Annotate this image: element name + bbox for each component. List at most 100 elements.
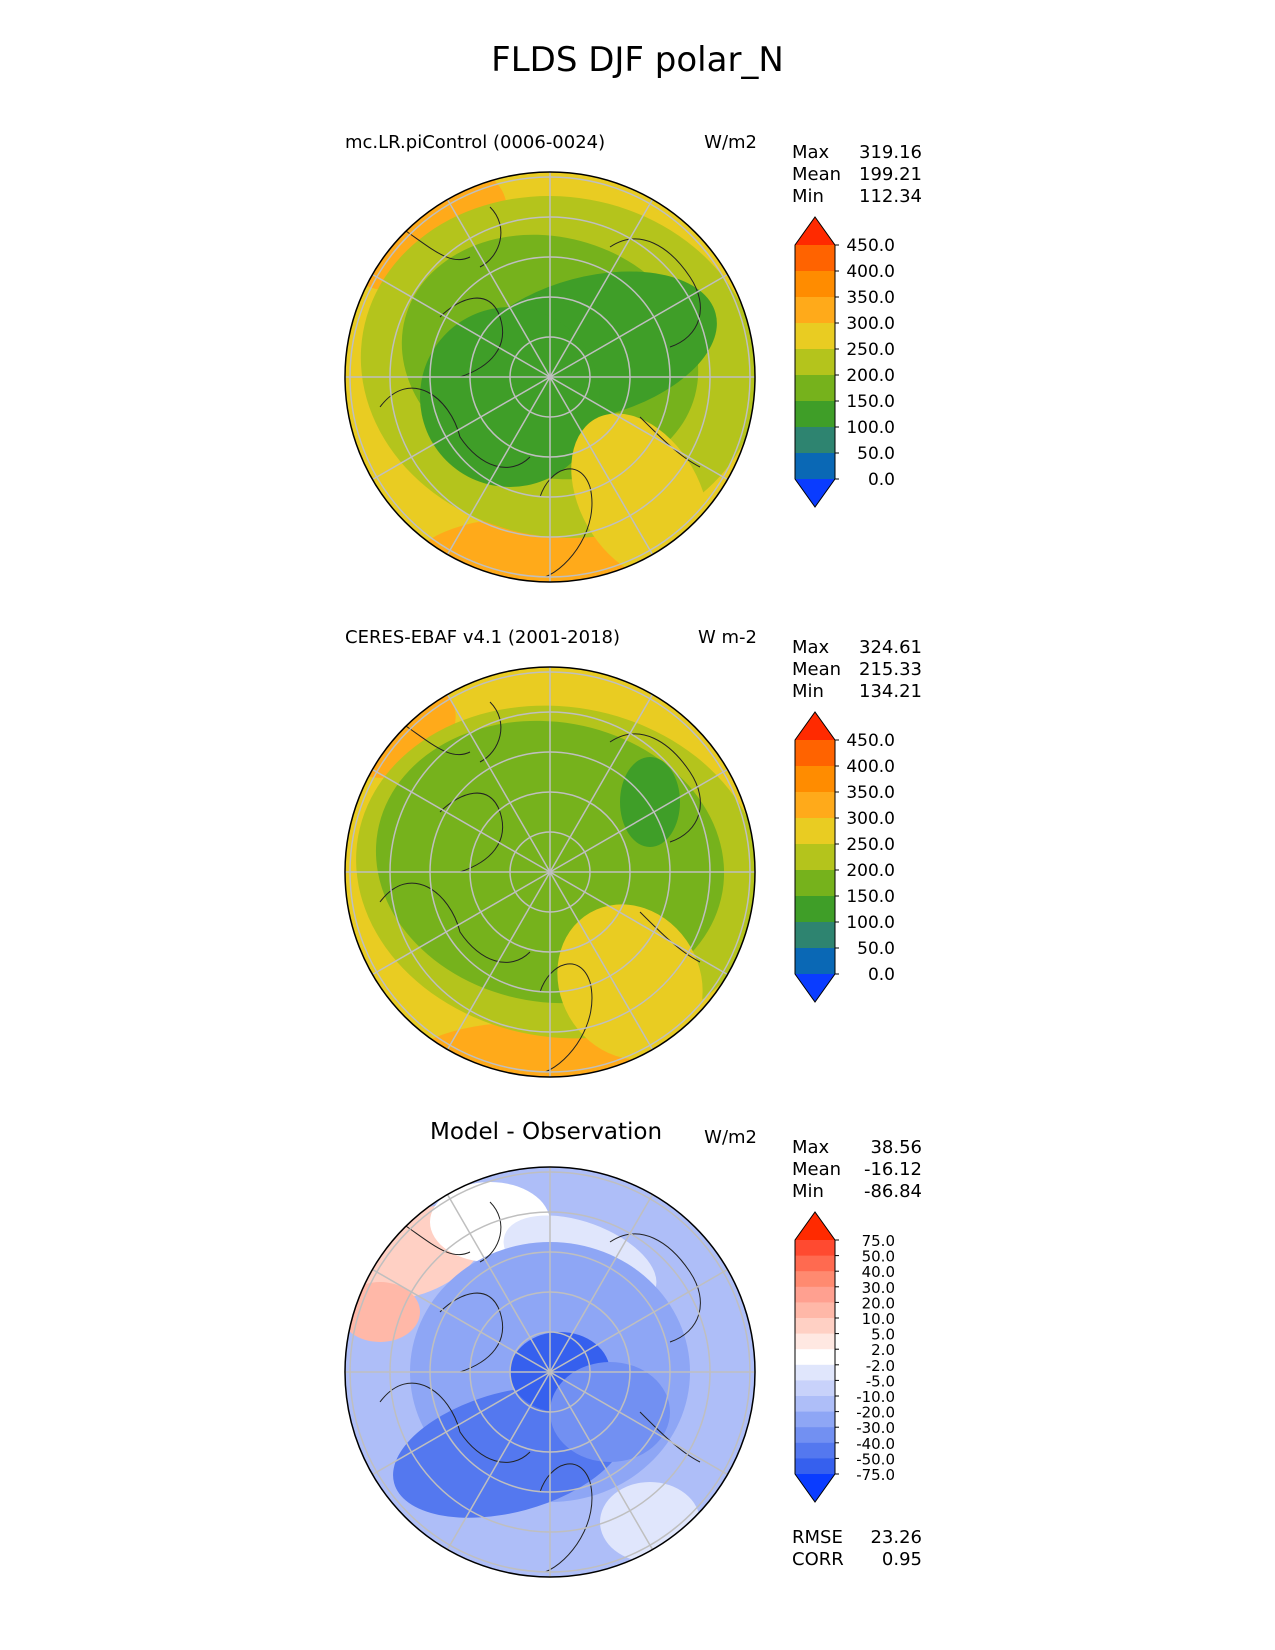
coastline bbox=[379, 882, 531, 963]
colorbar-tick-label: 450.0 bbox=[846, 236, 895, 256]
colorbar-segment bbox=[795, 1396, 835, 1413]
colorbar-tick-label: 200.0 bbox=[846, 861, 895, 881]
colorbar-tick-label: 350.0 bbox=[846, 288, 895, 308]
field-region bbox=[410, 1022, 650, 1077]
coastline bbox=[439, 1292, 504, 1373]
colorbar-segment bbox=[795, 818, 835, 845]
meridian-line bbox=[372, 768, 551, 873]
meridian-line bbox=[372, 376, 551, 481]
colorbar-segment bbox=[795, 297, 835, 324]
colorbar-tick-label: -75.0 bbox=[856, 1466, 895, 1484]
colorbar-segment bbox=[795, 766, 835, 793]
stat-label: RMSE bbox=[792, 1527, 843, 1548]
score-stats: RMSE 23.26 CORR 0.95 bbox=[792, 1527, 922, 1571]
stat-label: Max bbox=[792, 1137, 830, 1158]
coastline bbox=[609, 238, 701, 348]
colorbar-segment bbox=[795, 1240, 835, 1257]
meridian-line bbox=[549, 871, 654, 1050]
colorbar-tick-label: -50.0 bbox=[856, 1450, 895, 1468]
figure-title: FLDS DJF polar_N bbox=[491, 40, 784, 80]
panel-observation: CERES-EBAF v4.1 (2001-2018) W m-2 Max 324… bbox=[0, 627, 1275, 1097]
stat-label: Mean bbox=[792, 1159, 842, 1180]
coastline bbox=[539, 963, 593, 1073]
colorbar-tick-label: -2.0 bbox=[866, 1357, 895, 1375]
panel-title: CERES-EBAF v4.1 (2001-2018) bbox=[345, 627, 621, 648]
colorbar-segment bbox=[795, 271, 835, 298]
meridian-line bbox=[446, 376, 551, 555]
colorbar-tick-label: -10.0 bbox=[856, 1388, 895, 1406]
colorbar: 75.050.040.030.020.010.05.02.0-2.0-5.0-1… bbox=[794, 1211, 895, 1503]
panel-units: W/m2 bbox=[704, 132, 757, 153]
meridian-line bbox=[372, 1371, 551, 1476]
colorbar-segment bbox=[795, 245, 835, 272]
field-region bbox=[420, 307, 600, 487]
meridian-line bbox=[549, 1371, 654, 1550]
colorbar-segment bbox=[795, 948, 835, 975]
meridian-line bbox=[446, 199, 551, 378]
meridian-line bbox=[549, 768, 728, 873]
meridian-line bbox=[549, 376, 728, 481]
colorbar-tick-label: 200.0 bbox=[846, 366, 895, 386]
colorbar-tick-label: 400.0 bbox=[846, 262, 895, 282]
colorbar-segment bbox=[795, 896, 835, 923]
colorbar-tick-label: 50.0 bbox=[857, 939, 895, 959]
coastline bbox=[439, 297, 504, 378]
stat-label: CORR bbox=[792, 1549, 844, 1570]
colorbar-segment bbox=[795, 1364, 835, 1381]
meridian-line bbox=[372, 871, 551, 976]
coastline bbox=[539, 468, 593, 578]
colorbar-segment bbox=[795, 922, 835, 949]
colorbar-segment bbox=[795, 870, 835, 897]
stat-value: 215.33 bbox=[859, 659, 922, 680]
stat-value: -16.12 bbox=[863, 1159, 922, 1180]
colorbar-tick-label: 150.0 bbox=[846, 887, 895, 907]
colorbar-tick-label: 30.0 bbox=[862, 1279, 895, 1297]
field-region bbox=[557, 904, 703, 1060]
colorbar-segment bbox=[795, 1302, 835, 1319]
field-region bbox=[550, 1362, 670, 1462]
stat-value: 319.16 bbox=[859, 142, 922, 163]
colorbar-tick-label: 40.0 bbox=[862, 1263, 895, 1281]
meridian-line bbox=[549, 273, 728, 378]
colorbar-segment bbox=[795, 1380, 835, 1397]
stat-label: Max bbox=[792, 637, 830, 658]
polar-map bbox=[344, 666, 756, 1078]
coastline bbox=[399, 721, 471, 756]
colorbar-tick-label: 50.0 bbox=[862, 1248, 895, 1266]
colorbar-segment bbox=[795, 792, 835, 819]
colorbar-tick-label: 0.0 bbox=[868, 965, 895, 985]
panel-difference: Model - Observation W/m2 Max 38.56 Mean -1… bbox=[0, 1119, 1275, 1597]
meridian-line bbox=[549, 1371, 728, 1476]
meridian-line bbox=[549, 1268, 728, 1373]
stat-label: Mean bbox=[792, 164, 842, 185]
coastline bbox=[439, 792, 504, 873]
stat-value: 199.21 bbox=[859, 164, 922, 185]
colorbar-segment bbox=[795, 1427, 835, 1444]
field-layer bbox=[345, 172, 755, 582]
colorbar-tick-label: 10.0 bbox=[862, 1310, 895, 1328]
field-region bbox=[620, 757, 680, 847]
colorbar: 450.0 400.0 350.0 300.0 250.0 200.0 150.0 100.0… bbox=[794, 711, 895, 1003]
colorbar-tick-label: 250.0 bbox=[846, 835, 895, 855]
colorbar-segment bbox=[795, 401, 835, 428]
colorbar-tick-label: 2.0 bbox=[871, 1341, 895, 1359]
colorbar-tick-label: 100.0 bbox=[846, 418, 895, 438]
colorbar-tick-label: 5.0 bbox=[871, 1326, 895, 1344]
colorbar: 450.0 400.0 350.0 300.0 250.0 200.0 150.0 100.0… bbox=[794, 216, 895, 508]
colorbar-segment bbox=[795, 1411, 835, 1428]
colorbar-extend-max bbox=[795, 712, 835, 740]
colorbar-segment bbox=[795, 1349, 835, 1366]
map-boundary bbox=[344, 666, 756, 1078]
map-boundary bbox=[344, 1166, 756, 1578]
stat-value: 0.95 bbox=[881, 1549, 922, 1570]
coastline bbox=[479, 206, 502, 268]
colorbar-segment bbox=[795, 1271, 835, 1288]
panel-model: mc.LR.piControl (0006-0024) W/m2 Max 319.… bbox=[0, 132, 1275, 602]
colorbar-tick-label: 400.0 bbox=[846, 757, 895, 777]
field-region bbox=[600, 1482, 700, 1562]
coastline bbox=[609, 733, 701, 843]
colorbar-tick-label: 50.0 bbox=[857, 444, 895, 464]
colorbar-segment bbox=[795, 1255, 835, 1272]
coastline bbox=[379, 1382, 531, 1463]
colorbar-tick-label: 350.0 bbox=[846, 783, 895, 803]
